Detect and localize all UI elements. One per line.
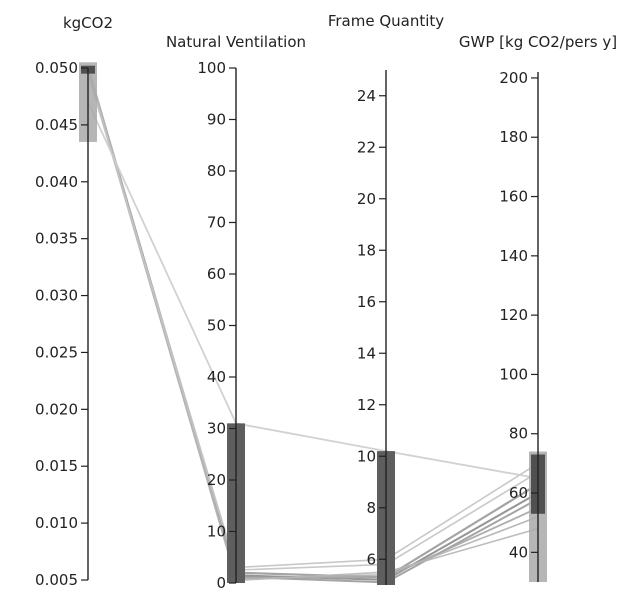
- tick-label-kgco2-0-050: 0.050: [35, 59, 78, 77]
- data-lines: [86, 65, 539, 584]
- tick-label-gwp-200: 200: [499, 69, 528, 87]
- data-line-4: [87, 70, 539, 579]
- tick-label-natural_ventilation-70: 70: [207, 214, 226, 232]
- tick-label-natural_ventilation-100: 100: [197, 59, 226, 77]
- tick-label-frame_quantity-24: 24: [357, 87, 376, 105]
- data-line-1: [86, 67, 539, 579]
- tick-label-frame_quantity-14: 14: [357, 344, 376, 362]
- tick-label-natural_ventilation-50: 50: [207, 317, 226, 335]
- tick-label-kgco2-0-005: 0.005: [35, 571, 78, 589]
- tick-label-natural_ventilation-80: 80: [207, 162, 226, 180]
- tick-label-gwp-160: 160: [499, 188, 528, 206]
- tick-label-natural_ventilation-90: 90: [207, 111, 226, 129]
- tick-label-kgco2-0-030: 0.030: [35, 287, 78, 305]
- tick-label-natural_ventilation-60: 60: [207, 265, 226, 283]
- tick-label-frame_quantity-8: 8: [366, 499, 376, 517]
- tick-label-frame_quantity-20: 20: [357, 190, 376, 208]
- axis-frame_quantity: 6 8 10 12 14 16 18 20 22 24 Frame Quantity: [328, 12, 444, 585]
- data-line-6: [87, 65, 539, 582]
- data-line-8: [87, 73, 539, 571]
- tick-label-frame_quantity-10: 10: [357, 447, 376, 465]
- tick-label-kgco2-0-010: 0.010: [35, 514, 78, 532]
- tick-label-frame_quantity-12: 12: [357, 396, 376, 414]
- data-line-7: [87, 72, 539, 569]
- axis-title-kgco2: kgCO2: [63, 14, 113, 32]
- axis-title-natural_ventilation: Natural Ventilation: [166, 33, 306, 51]
- tick-label-natural_ventilation-40: 40: [207, 368, 226, 386]
- axis-title-gwp: GWP [kg CO2/pers y]: [459, 33, 617, 51]
- axis-kgco2: 0.005 0.010 0.015 0.020 0.025 0.030 0.035 0.040…: [35, 14, 113, 589]
- axis-natural_ventilation: 0 10 20 30 40 50 60 70 80 90 100 Natural Ventilatio…: [166, 33, 306, 592]
- tick-label-natural_ventilation-0: 0: [216, 574, 226, 592]
- tick-label-frame_quantity-6: 6: [366, 550, 376, 568]
- tick-label-kgco2-0-040: 0.040: [35, 173, 78, 191]
- data-line-9: [87, 101, 539, 480]
- axes: 0.005 0.010 0.015 0.020 0.025 0.030 0.035 0.040…: [35, 12, 617, 592]
- tick-label-gwp-180: 180: [499, 128, 528, 146]
- tick-label-frame_quantity-18: 18: [357, 241, 376, 259]
- tick-label-kgco2-0-025: 0.025: [35, 343, 78, 361]
- tick-label-gwp-140: 140: [499, 247, 528, 265]
- data-line-2: [87, 68, 539, 581]
- tick-label-gwp-40: 40: [509, 543, 528, 561]
- tick-label-kgco2-0-020: 0.020: [35, 400, 78, 418]
- tick-label-natural_ventilation-30: 30: [207, 420, 226, 438]
- tick-label-gwp-100: 100: [499, 365, 528, 383]
- tick-label-kgco2-0-045: 0.045: [35, 116, 78, 134]
- tick-label-gwp-80: 80: [509, 425, 528, 443]
- tick-label-natural_ventilation-10: 10: [207, 523, 226, 541]
- tick-label-kgco2-0-015: 0.015: [35, 457, 78, 475]
- tick-label-gwp-60: 60: [509, 484, 528, 502]
- tick-label-kgco2-0-035: 0.035: [35, 230, 78, 248]
- tick-label-gwp-120: 120: [499, 306, 528, 324]
- tick-label-natural_ventilation-20: 20: [207, 471, 226, 489]
- data-line-5: [87, 71, 539, 580]
- axis-title-frame_quantity: Frame Quantity: [328, 12, 444, 30]
- tick-label-frame_quantity-16: 16: [357, 293, 376, 311]
- axis-gwp: 40 60 80 100 120 140 160 180 200 GWP [kg CO2/pers…: [459, 33, 617, 582]
- tick-label-frame_quantity-22: 22: [357, 138, 376, 156]
